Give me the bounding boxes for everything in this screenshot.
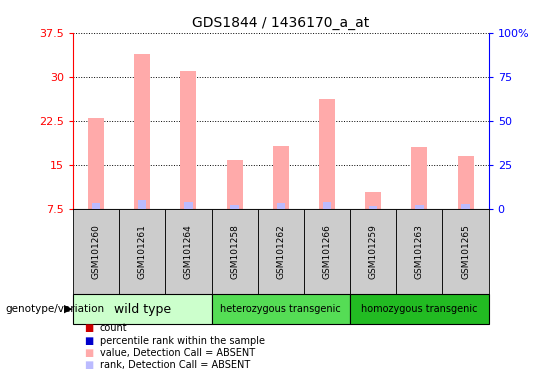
Text: percentile rank within the sample: percentile rank within the sample xyxy=(100,336,265,346)
Bar xyxy=(319,99,335,209)
Bar xyxy=(396,209,442,294)
Bar xyxy=(462,204,470,209)
Bar xyxy=(73,209,119,294)
Text: wild type: wild type xyxy=(113,303,171,316)
Text: value, Detection Call = ABSENT: value, Detection Call = ABSENT xyxy=(100,348,255,358)
Bar xyxy=(180,71,197,209)
Bar xyxy=(411,147,428,209)
Text: ■: ■ xyxy=(84,336,93,346)
Bar xyxy=(323,202,331,209)
Text: ■: ■ xyxy=(84,323,93,333)
Bar xyxy=(365,192,381,209)
Text: ■: ■ xyxy=(84,348,93,358)
Bar xyxy=(138,200,146,209)
Text: GSM101261: GSM101261 xyxy=(138,224,147,279)
Text: rank, Detection Call = ABSENT: rank, Detection Call = ABSENT xyxy=(100,360,250,370)
Bar xyxy=(212,294,350,324)
Bar xyxy=(88,118,104,209)
Bar xyxy=(212,209,258,294)
Bar xyxy=(442,209,489,294)
Text: homozygous transgenic: homozygous transgenic xyxy=(361,304,478,314)
Bar xyxy=(226,161,242,209)
Bar xyxy=(73,294,212,324)
Bar xyxy=(415,205,423,209)
Bar xyxy=(92,203,100,209)
Text: GSM101259: GSM101259 xyxy=(369,224,377,279)
Bar xyxy=(457,156,474,209)
Bar xyxy=(231,205,239,209)
Bar xyxy=(184,202,193,209)
Text: GSM101264: GSM101264 xyxy=(184,224,193,279)
Bar xyxy=(276,204,285,209)
Text: ■: ■ xyxy=(84,360,93,370)
Text: GSM101266: GSM101266 xyxy=(322,224,332,279)
Text: GSM101263: GSM101263 xyxy=(415,224,424,279)
Text: GSM101260: GSM101260 xyxy=(91,224,100,279)
Text: heterozygous transgenic: heterozygous transgenic xyxy=(220,304,341,314)
Text: GSM101258: GSM101258 xyxy=(230,224,239,279)
Text: GSM101265: GSM101265 xyxy=(461,224,470,279)
Bar xyxy=(273,146,289,209)
Text: genotype/variation: genotype/variation xyxy=(5,304,105,314)
Bar xyxy=(258,209,304,294)
Title: GDS1844 / 1436170_a_at: GDS1844 / 1436170_a_at xyxy=(192,16,369,30)
Text: ▶: ▶ xyxy=(64,304,72,314)
Bar xyxy=(119,209,165,294)
Bar xyxy=(304,209,350,294)
Text: GSM101262: GSM101262 xyxy=(276,224,285,279)
Bar xyxy=(350,209,396,294)
Text: count: count xyxy=(100,323,127,333)
Bar xyxy=(165,209,212,294)
Bar xyxy=(134,55,150,209)
Bar xyxy=(369,206,377,209)
Bar xyxy=(350,294,489,324)
